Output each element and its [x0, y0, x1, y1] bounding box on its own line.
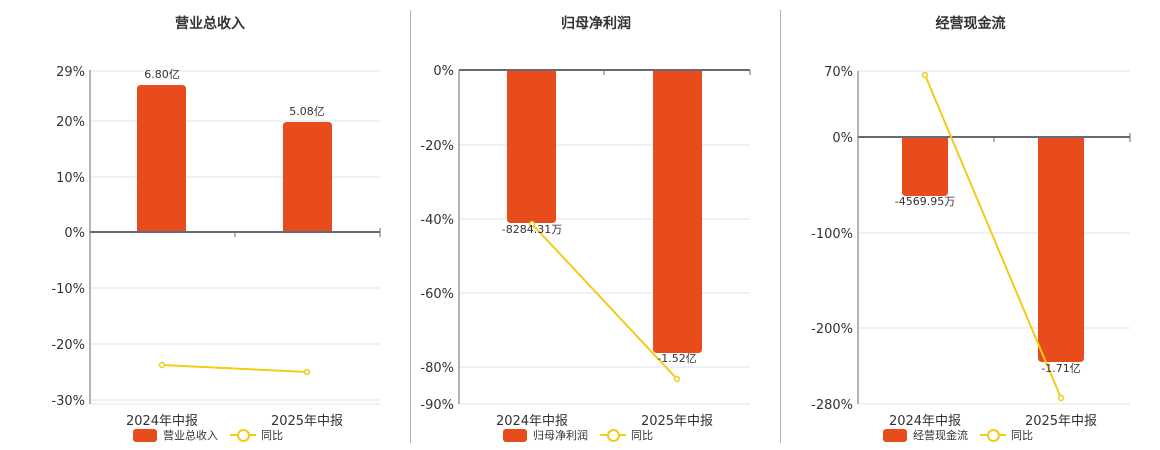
- net-profit-chart-panel: 归母净利润 0% -20% -40% -60% -80% -90% -8284.: [411, 0, 781, 450]
- axis-label: -1.71亿: [1041, 362, 1080, 375]
- axis-label: 2025年中报: [271, 414, 343, 429]
- yoy-point-marker: [1057, 394, 1065, 402]
- axis-label: -10%: [51, 282, 85, 297]
- axis-label: 0%: [433, 64, 454, 79]
- yoy-line: [924, 74, 1062, 399]
- bar-2025: [1038, 137, 1084, 362]
- yoy-line: [161, 364, 308, 373]
- axis-label: -4569.95万: [895, 195, 955, 208]
- axis-label: 0%: [64, 226, 85, 241]
- axis-label: -20%: [420, 139, 454, 154]
- grid-lines: [90, 70, 380, 405]
- revenue-chart-plot: 29% 20% 10% 0% -10% -20% -30% 6.80亿 5.08…: [51, 65, 381, 429]
- panel-divider: [780, 10, 781, 443]
- cash-flow-chart-plot: 70% 0% -100% -200% -280% -4569.95万 -1.71…: [811, 65, 1131, 429]
- x-axis-labels: 2024年中报 2025年中报: [889, 414, 1097, 429]
- axis-label: 10%: [56, 171, 85, 186]
- yoy-point-marker: [303, 368, 311, 376]
- x-axis-labels: 2024年中报 2025年中报: [126, 414, 343, 429]
- axis-label: 5.08亿: [289, 105, 325, 118]
- operating-cash-flow-chart-panel: 经营现金流 70% 0% -100% -200% -280% -4569.95万…: [781, 0, 1160, 450]
- chart-title: 经营现金流: [935, 16, 1006, 32]
- yoy-line: [531, 223, 678, 380]
- legend: 归母净利润 同比: [503, 427, 653, 443]
- legend-bar-label[interactable]: 经营现金流: [913, 429, 968, 442]
- legend-bar-label[interactable]: 归母净利润: [533, 429, 588, 442]
- bar-value-labels: -8284.31万 -1.52亿: [502, 223, 697, 365]
- y-tick-labels: 0% -20% -40% -60% -80% -90%: [420, 64, 454, 413]
- axis-label: 2024年中报: [126, 414, 198, 429]
- axis-label: 2024年中报: [889, 414, 961, 429]
- axis-label: 0%: [832, 131, 853, 146]
- axis-label: 2024年中报: [496, 414, 568, 429]
- axis-label: -80%: [420, 361, 454, 376]
- legend-line-icon[interactable]: [980, 428, 1006, 442]
- legend-line-label[interactable]: 同比: [261, 429, 283, 442]
- axis-label: -60%: [420, 287, 454, 302]
- axis-label: -1.52亿: [657, 352, 696, 365]
- net-profit-chart-plot: 0% -20% -40% -60% -80% -90% -8284.31万 -1…: [420, 64, 751, 429]
- axis-label: 70%: [824, 65, 853, 80]
- legend-line-label[interactable]: 同比: [631, 429, 653, 442]
- legend: 经营现金流 同比: [883, 427, 1033, 443]
- axis-label: -90%: [420, 398, 454, 413]
- legend-line-icon[interactable]: [600, 428, 626, 442]
- grid-lines: [858, 70, 1130, 405]
- chart-title: 归母净利润: [561, 16, 631, 32]
- grid-lines: [459, 144, 750, 405]
- bar-2024: [507, 70, 556, 223]
- axis-label: -30%: [51, 394, 85, 409]
- axis-label: 29%: [56, 65, 85, 80]
- revenue-chart-panel: 营业总收入 29% 20% 10% 0% -10% -20% -30%: [0, 0, 410, 450]
- yoy-point-marker: [921, 71, 929, 79]
- legend-bar-label[interactable]: 营业总收入: [163, 429, 218, 442]
- yoy-point-marker: [673, 375, 681, 383]
- axis-label: -100%: [811, 227, 853, 242]
- bar-2024: [902, 137, 948, 196]
- panel-divider: [410, 10, 411, 443]
- bar-2024: [137, 85, 186, 232]
- yoy-point-marker: [528, 220, 536, 228]
- axis-label: -280%: [811, 398, 853, 413]
- bar-2025: [653, 70, 702, 353]
- axis-label: -8284.31万: [502, 223, 562, 236]
- y-tick-labels: 29% 20% 10% 0% -10% -20% -30%: [51, 65, 85, 409]
- bar-value-labels: -4569.95万 -1.71亿: [895, 195, 1081, 375]
- legend-bar-swatch[interactable]: [133, 428, 157, 442]
- axis-label: -40%: [420, 213, 454, 228]
- bar-2025: [283, 122, 332, 232]
- legend-line-icon[interactable]: [230, 428, 256, 442]
- axis-label: 6.80亿: [144, 68, 180, 81]
- x-axis-labels: 2024年中报 2025年中报: [496, 414, 713, 429]
- axis-label: -200%: [811, 322, 853, 337]
- y-tick-labels: 70% 0% -100% -200% -280%: [811, 65, 853, 413]
- axis-label: 2025年中报: [641, 414, 713, 429]
- legend-line-label[interactable]: 同比: [1011, 429, 1033, 442]
- legend-bar-swatch[interactable]: [883, 428, 907, 442]
- legend-bar-swatch[interactable]: [503, 428, 527, 442]
- legend: 营业总收入 同比: [133, 427, 283, 443]
- axis-label: 2025年中报: [1025, 414, 1097, 429]
- chart-title: 营业总收入: [175, 16, 245, 32]
- yoy-point-marker: [158, 361, 166, 369]
- axis-label: 20%: [56, 115, 85, 130]
- axis-label: -20%: [51, 338, 85, 353]
- bar-value-labels: 6.80亿 5.08亿: [144, 68, 325, 118]
